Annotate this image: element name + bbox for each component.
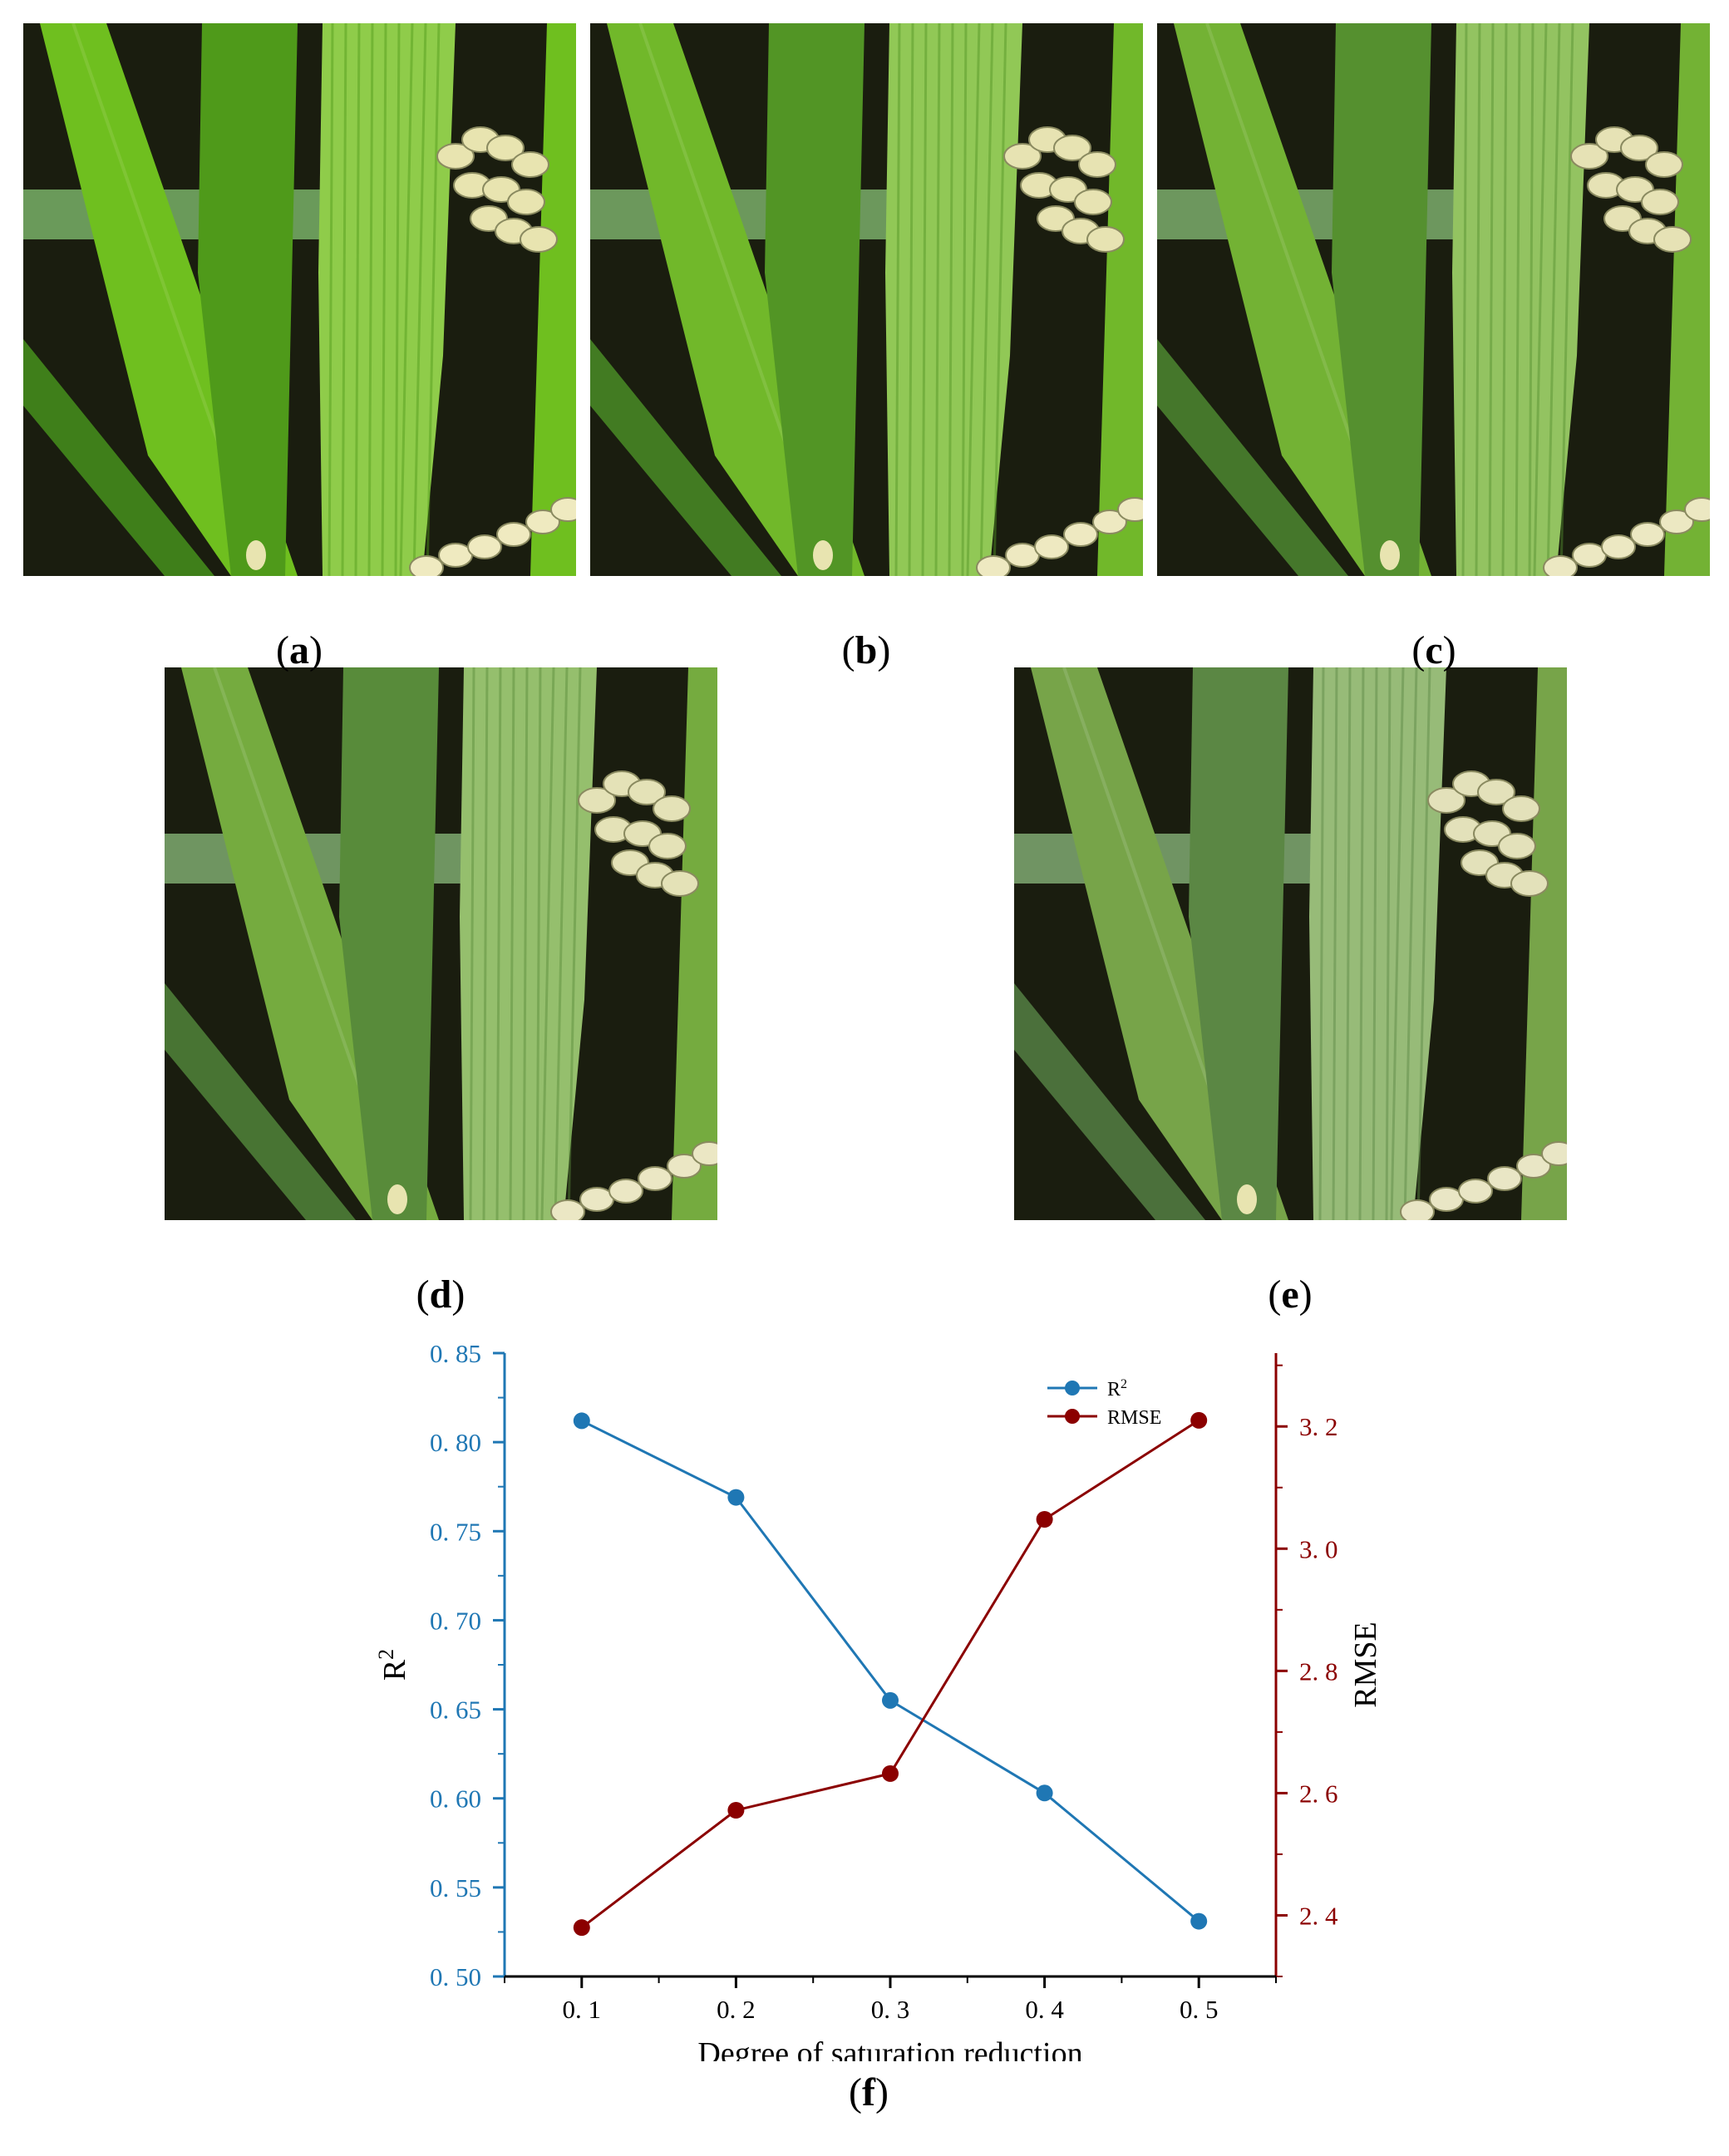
rice-leaf-photo-e [1014, 667, 1567, 1220]
data-point-rmse [1036, 1511, 1053, 1528]
left-tick-label: 0. 85 [430, 1339, 481, 1368]
caption-a: (a) [276, 628, 323, 672]
x-tick-label: 0. 2 [717, 1995, 756, 2024]
left-y-axis-title: R2 [374, 1649, 412, 1681]
left-tick-label: 0. 75 [430, 1517, 481, 1546]
legend-marker [1065, 1409, 1080, 1424]
data-point-r2 [1036, 1784, 1053, 1802]
rice-leaf-photo-b [590, 23, 1143, 576]
rice-leaf-photo-d [165, 667, 717, 1220]
right-tick-label: 3. 2 [1299, 1412, 1338, 1441]
caption-letter: a [289, 628, 309, 672]
data-point-r2 [882, 1691, 899, 1709]
superscript: 2 [374, 1649, 398, 1660]
data-point-rmse [573, 1919, 590, 1937]
right-tick-label: 2. 4 [1299, 1901, 1338, 1930]
caption-b: (b) [841, 628, 891, 672]
rice-leaf-photo-c [1157, 23, 1710, 576]
data-point-r2 [573, 1412, 590, 1430]
caption-f: (f) [849, 2070, 889, 2114]
data-point-rmse [727, 1802, 745, 1819]
data-point-rmse [882, 1765, 899, 1782]
legend-label: RMSE [1107, 1407, 1161, 1429]
left-tick-label: 0. 65 [430, 1696, 481, 1725]
series-line-rmse [580, 1419, 1200, 1929]
series-line-r2 [581, 1420, 1200, 1922]
left-tick-label: 0. 70 [430, 1606, 481, 1635]
left-tick-label: 0. 60 [430, 1784, 481, 1814]
x-tick-label: 0. 5 [1180, 1995, 1219, 2024]
right-tick-label: 2. 6 [1299, 1779, 1338, 1808]
data-point-r2 [1190, 1912, 1208, 1930]
caption-letter: e [1281, 1272, 1299, 1317]
x-tick-label: 0. 4 [1025, 1995, 1064, 2024]
caption-e: (e) [1268, 1272, 1313, 1317]
x-axis-title: Degree of saturation reduction [697, 2036, 1082, 2061]
caption-letter: d [429, 1272, 452, 1317]
x-tick-label: 0. 1 [563, 1995, 602, 2024]
legend-marker [1065, 1381, 1080, 1395]
right-tick-label: 2. 8 [1299, 1656, 1338, 1686]
left-tick-label: 0. 55 [430, 1873, 481, 1902]
left-tick-label: 0. 50 [430, 1962, 481, 1991]
left-tick-label: 0. 80 [430, 1428, 481, 1457]
data-point-r2 [727, 1489, 745, 1506]
caption-c: (c) [1411, 628, 1456, 672]
chart-svg: 0. 50 0. 55 0. 60 0. 65 0. 70 0. 75 0. 80 0. 85… [374, 1339, 1383, 2071]
caption-letter: c [1425, 628, 1443, 672]
rice-leaf-photo-a [23, 23, 576, 576]
legend-label: R2 [1107, 1377, 1127, 1400]
right-y-axis-title: RMSE [1348, 1622, 1383, 1707]
x-tick-label: 0. 3 [871, 1995, 910, 2024]
dual-axis-line-chart: 0. 50 0. 55 0. 60 0. 65 0. 70 0. 75 0. 80 0. 85… [0, 1313, 1729, 2071]
right-tick-label: 3. 0 [1299, 1534, 1338, 1563]
data-point-rmse [1190, 1411, 1208, 1429]
caption-d: (d) [416, 1272, 466, 1317]
caption-letter: b [855, 628, 878, 672]
